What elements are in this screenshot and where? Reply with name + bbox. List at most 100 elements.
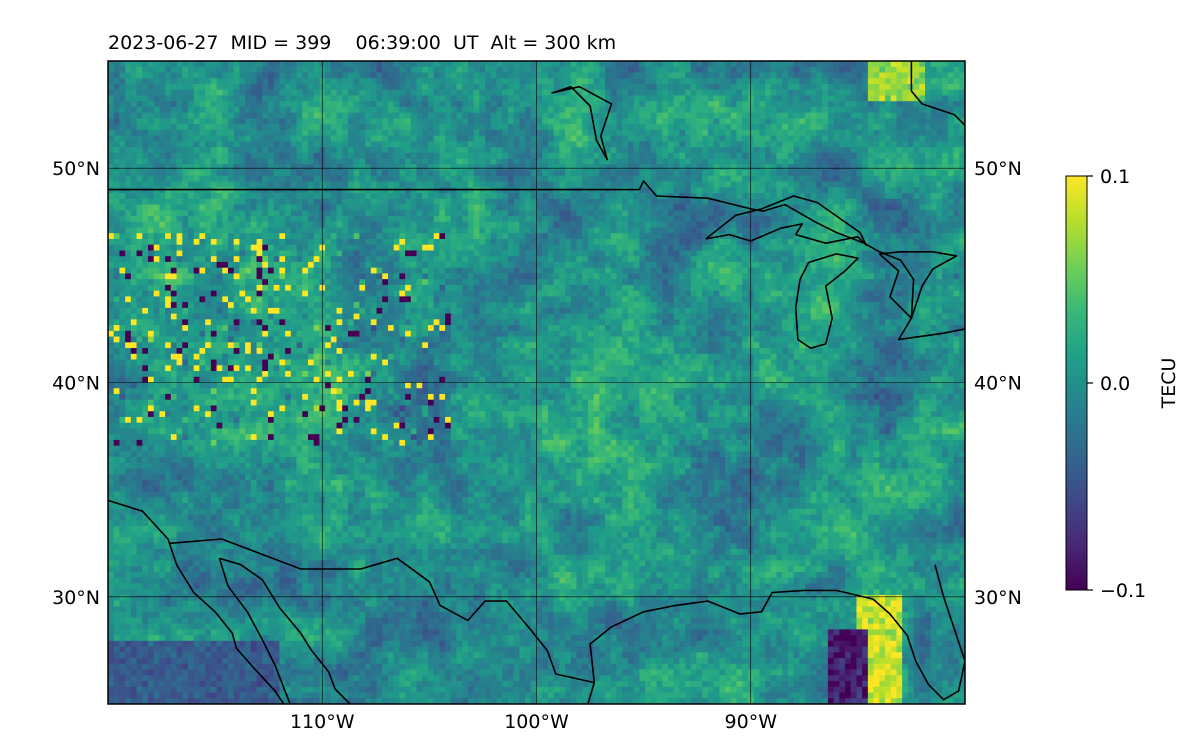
heatmap-cell [759, 101, 766, 108]
heatmap-cell [342, 216, 349, 223]
heatmap-cell [639, 89, 646, 96]
heatmap-cell [639, 118, 646, 125]
heatmap-cell [125, 61, 132, 68]
heatmap-cell [559, 193, 566, 200]
heatmap-cell [153, 141, 160, 148]
heatmap-cell [616, 124, 623, 131]
heatmap-cell [873, 78, 880, 85]
heatmap-cell [633, 227, 640, 234]
heatmap-cell [867, 101, 874, 108]
heatmap-cell [302, 164, 309, 171]
heatmap-cell [827, 89, 834, 96]
heatmap-cell [479, 170, 486, 177]
heatmap-cell [633, 135, 640, 142]
heatmap-cell [267, 233, 275, 240]
heatmap-cell [199, 175, 206, 182]
heatmap-cell [942, 158, 949, 165]
heatmap-cell [222, 164, 229, 171]
heatmap-cell [445, 227, 452, 234]
heatmap-cell [502, 227, 509, 234]
heatmap-cell [433, 221, 440, 228]
heatmap-cell [810, 204, 817, 211]
heatmap-cell [890, 210, 897, 217]
heatmap-cell [753, 198, 760, 205]
heatmap-cell [856, 158, 863, 165]
heatmap-cell [113, 250, 120, 257]
heatmap-cell [725, 244, 732, 251]
heatmap-cell [559, 158, 566, 165]
heatmap-cell [210, 141, 217, 148]
heatmap-cell [347, 250, 355, 257]
heatmap-cell [113, 129, 120, 137]
heatmap-cell [582, 221, 589, 228]
heatmap-cell [593, 244, 600, 251]
heatmap-cell [410, 244, 417, 251]
heatmap-cell [353, 158, 360, 165]
heatmap-cell [233, 61, 240, 68]
heatmap-cell [833, 66, 840, 73]
heatmap-cell [645, 83, 652, 91]
heatmap-cell [507, 152, 515, 159]
heatmap-cell [942, 124, 949, 131]
heatmap-cell [570, 204, 577, 211]
heatmap-cell [433, 141, 440, 148]
heatmap-cell [216, 147, 223, 154]
heatmap-cell [433, 95, 440, 102]
heatmap-cell [165, 158, 172, 165]
heatmap-cell [399, 216, 406, 223]
heatmap-cell [782, 124, 789, 131]
heatmap-cell [542, 210, 549, 217]
heatmap-cell [479, 112, 486, 119]
heatmap-cell [662, 221, 669, 228]
heatmap-cell [233, 112, 240, 119]
heatmap-cell [233, 83, 240, 91]
heatmap-cell [685, 244, 692, 251]
heatmap-cell [919, 187, 926, 194]
heatmap-cell [216, 129, 223, 137]
heatmap-cell [702, 101, 709, 108]
heatmap-cell [622, 129, 629, 137]
heatmap-cell [536, 95, 543, 102]
heatmap-cell [119, 204, 126, 211]
heatmap-cell [108, 227, 115, 234]
heatmap-cell [496, 204, 503, 211]
heatmap-cell [285, 221, 292, 228]
heatmap-cell [485, 164, 492, 171]
heatmap-cell [359, 129, 366, 137]
heatmap-cell [599, 72, 606, 79]
heatmap-cell [273, 238, 280, 246]
heatmap-cell [936, 175, 943, 182]
heatmap-cell [473, 141, 480, 148]
heatmap-cell [330, 152, 337, 159]
heatmap-cell [930, 210, 937, 217]
heatmap-cell [422, 78, 429, 85]
heatmap-cell [216, 118, 223, 125]
heatmap-cell [142, 152, 149, 159]
heatmap-cell [542, 106, 549, 114]
heatmap-cell [542, 101, 549, 108]
heatmap-cell [542, 129, 549, 137]
heatmap-cell [165, 204, 172, 211]
heatmap-cell [685, 124, 692, 131]
heatmap-cell [959, 61, 965, 68]
heatmap-cell [730, 181, 737, 188]
heatmap-cell [525, 124, 532, 131]
heatmap-cell [765, 124, 772, 131]
heatmap-cell [685, 135, 692, 142]
heatmap-cell [587, 141, 595, 148]
heatmap-cell [130, 244, 137, 251]
heatmap-cell [919, 95, 926, 102]
heatmap-cell [582, 227, 589, 234]
heatmap-cell [433, 238, 440, 246]
heatmap-cell [462, 198, 469, 205]
heatmap-cell [290, 244, 297, 251]
heatmap-cell [359, 89, 366, 96]
heatmap-cell [816, 106, 823, 114]
heatmap-cell [622, 95, 629, 102]
heatmap-cell [490, 106, 497, 114]
heatmap-cell [399, 89, 406, 96]
heatmap-cell [565, 221, 572, 228]
heatmap-cell [382, 72, 389, 79]
heatmap-cell [376, 175, 383, 182]
heatmap-cell [730, 170, 737, 177]
